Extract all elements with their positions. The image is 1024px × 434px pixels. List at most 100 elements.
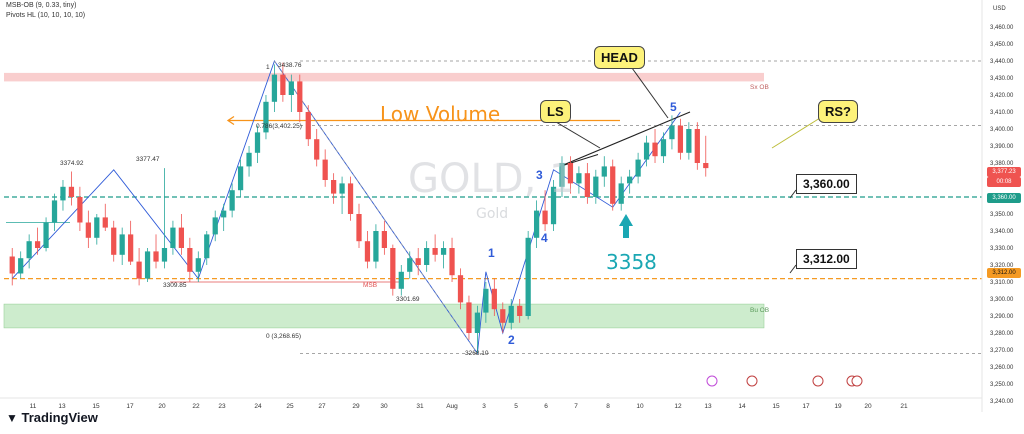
candle-body xyxy=(229,190,235,211)
candle-body xyxy=(694,129,700,163)
candle-body xyxy=(347,183,354,214)
candle-body xyxy=(280,74,286,95)
tradingview-logo-icon: ▼ xyxy=(6,411,18,425)
fib-1-label: 1 xyxy=(266,64,270,71)
x-tick-label: 31 xyxy=(416,403,424,410)
candle-body xyxy=(297,81,303,112)
candle-body xyxy=(331,180,337,194)
y-tick-label: 3,330.00 xyxy=(990,246,1014,252)
demand-zone xyxy=(3,303,765,329)
candle-body xyxy=(51,200,58,223)
pivot-label: 3438.76 xyxy=(278,62,302,69)
y-tick-label: 3,400.00 xyxy=(990,127,1014,133)
watermark-name: Gold xyxy=(476,206,509,222)
x-tick-label: 15 xyxy=(772,403,780,410)
economic-event-icon xyxy=(706,375,718,387)
candle-body xyxy=(559,163,565,187)
candle-body xyxy=(635,159,641,177)
candle-body xyxy=(339,183,345,194)
candle-body xyxy=(187,248,193,272)
right-shoulder-callout: RS? xyxy=(818,100,858,123)
indicator-pivots[interactable]: Pivots HL (10, 10, 10, 10) xyxy=(6,12,86,19)
candle-body xyxy=(170,227,176,248)
candle-body xyxy=(618,183,624,204)
candle-body xyxy=(111,227,117,255)
candle-body xyxy=(508,305,514,323)
candle-body xyxy=(686,129,692,153)
ls-pointer xyxy=(555,121,601,149)
candle-body xyxy=(26,241,32,259)
tradingview-logo[interactable]: ▼ TradingView xyxy=(6,410,98,425)
y-tick-label: 3,390.00 xyxy=(990,144,1014,150)
x-tick-label: Aug xyxy=(446,403,458,410)
candle-body xyxy=(153,251,159,262)
fib-0786-label: 0.786(3,402.25) xyxy=(256,123,302,130)
candle-body xyxy=(576,173,582,184)
economic-event-icon xyxy=(851,375,863,387)
head-pointer xyxy=(631,67,669,119)
indicator-msb-ob[interactable]: MSB-OB (9, 0.33, tiny) xyxy=(6,2,77,9)
candle-body xyxy=(415,258,421,265)
candle-body xyxy=(652,142,658,157)
candle-body xyxy=(119,234,125,255)
candle-body xyxy=(610,166,616,204)
pivot-label: 3301.69 xyxy=(396,296,420,303)
rs-pointer xyxy=(771,117,821,149)
candle-body xyxy=(542,210,548,225)
level-lower-box[interactable]: 3,312.00 xyxy=(796,249,857,269)
supply-zone-label: Sx OB xyxy=(750,84,769,91)
candle-body xyxy=(128,234,134,262)
low-volume-arrowhead xyxy=(226,115,235,126)
candle-body xyxy=(204,234,210,259)
candle-body xyxy=(237,166,244,191)
target-arrow-head xyxy=(619,214,633,226)
candle-body xyxy=(9,256,15,274)
candle-body xyxy=(314,139,320,160)
y-tick-label: 3,290.00 xyxy=(990,314,1014,320)
x-tick-label: 17 xyxy=(126,403,134,410)
candle-body xyxy=(305,112,311,140)
candle-body xyxy=(263,101,269,133)
y-tick-label: 3,440.00 xyxy=(990,59,1014,65)
candle-body xyxy=(491,288,497,310)
x-tick-label: 8 xyxy=(606,403,610,410)
candle-body xyxy=(356,214,362,242)
wave-4-label: 4 xyxy=(541,231,548,245)
candle-body xyxy=(424,248,430,265)
candle-body xyxy=(432,248,438,255)
candle-body xyxy=(221,210,227,218)
candle-body xyxy=(246,152,252,167)
y-tick-label: 3,250.00 xyxy=(990,382,1014,388)
x-tick-label: 11 xyxy=(30,403,37,410)
candle-body xyxy=(449,248,455,276)
candle-body xyxy=(457,275,464,303)
candle-body xyxy=(381,231,387,248)
level-upper-box[interactable]: 3,360.00 xyxy=(796,174,857,194)
x-tick-label: 23 xyxy=(218,403,226,410)
candle-body xyxy=(669,125,675,140)
economic-event-icon xyxy=(812,375,824,387)
tradingview-logo-text: TradingView xyxy=(21,410,98,425)
level-lower-pointer xyxy=(789,264,797,274)
level-upper-pointer xyxy=(789,189,797,199)
x-tick-label: 29 xyxy=(352,403,360,410)
x-tick-label: 27 xyxy=(318,403,326,410)
candle-body xyxy=(161,248,168,262)
candle-body xyxy=(474,312,481,333)
candle-body xyxy=(390,248,396,289)
x-tick-label: 22 xyxy=(192,403,200,410)
candle-body xyxy=(643,142,650,160)
x-tick-label: 5 xyxy=(514,403,518,410)
candle-body xyxy=(677,125,684,153)
demand-zone-label: Bu OB xyxy=(750,307,770,314)
level-lower-tag: 3,312.00 xyxy=(987,268,1021,278)
y-tick-label: 3,320.00 xyxy=(990,263,1014,269)
candle-body xyxy=(136,261,142,279)
y-tick-label: 3,300.00 xyxy=(990,297,1014,303)
candle-body xyxy=(517,305,523,316)
wave-2-label: 2 xyxy=(508,333,515,347)
candle-body xyxy=(43,222,49,248)
candle-body xyxy=(178,227,185,248)
